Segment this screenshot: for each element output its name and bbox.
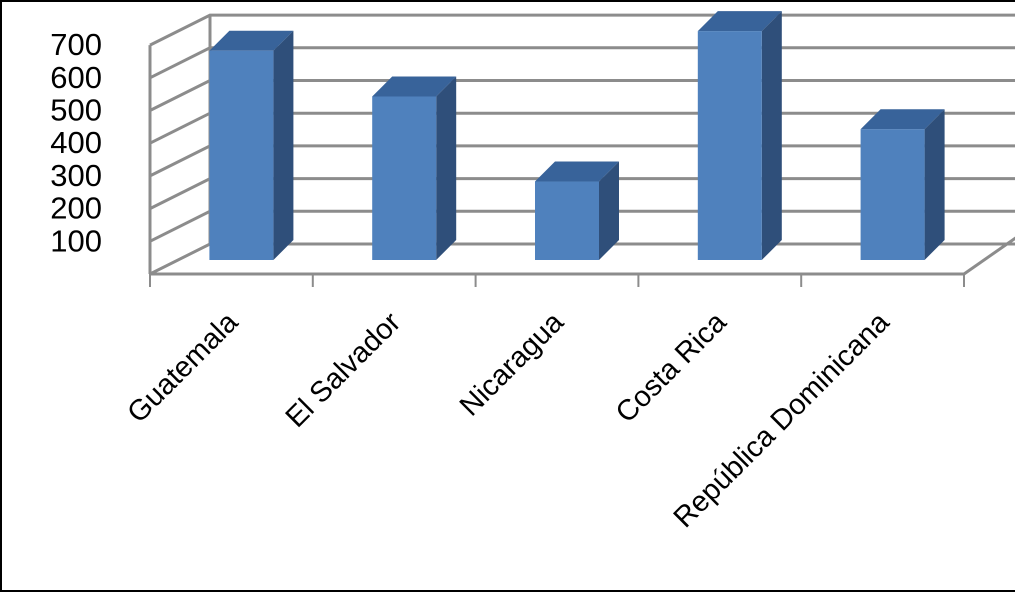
x-category-label: El Salvador: [280, 306, 408, 434]
x-category-label: Nicaragua: [454, 306, 571, 423]
bar-side: [599, 161, 619, 260]
x-category-label: Guatemala: [121, 306, 245, 430]
bar-top: [697, 11, 782, 32]
bar-side: [924, 109, 945, 260]
y-tick-label: 600: [50, 60, 102, 95]
bars-layer: [209, 11, 945, 260]
bar-side: [761, 11, 782, 260]
bar: [535, 161, 619, 260]
bar-front: [860, 129, 925, 260]
bar-side: [436, 76, 457, 260]
bar: [209, 30, 294, 260]
bar: [697, 11, 782, 260]
bar-top: [372, 76, 457, 97]
y-tick-label: 500: [50, 93, 102, 128]
bar-top: [860, 109, 945, 130]
bar-top: [209, 30, 294, 51]
y-tick-label: 700: [50, 27, 102, 62]
bar-side: [273, 30, 294, 260]
x-category-label: Costa Rica: [610, 306, 734, 430]
floor-right-edge: [963, 236, 1015, 276]
bar-front: [372, 96, 437, 260]
x-category-labels: Guatemala El Salvador Nicaragua Costa RicaR…: [121, 306, 896, 534]
bar: [372, 76, 457, 260]
y-tick-label: 100: [50, 223, 102, 258]
y-tick-label: 200: [50, 191, 102, 226]
bar-top: [535, 161, 619, 182]
bar-front: [535, 181, 599, 260]
y-tick-label: 300: [50, 158, 102, 193]
bar: [860, 109, 945, 260]
bar-front: [209, 50, 274, 260]
bar-front: [697, 31, 762, 260]
y-tick-label: 400: [50, 125, 102, 160]
